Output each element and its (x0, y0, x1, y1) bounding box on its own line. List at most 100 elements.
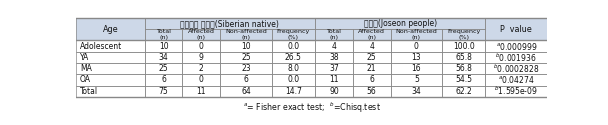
Bar (315, 63, 353, 74)
Text: 8.0: 8.0 (288, 64, 299, 73)
Bar (220, 74, 272, 86)
Bar (485, 74, 547, 86)
Text: 65.8: 65.8 (455, 53, 472, 62)
Text: 0.0: 0.0 (288, 42, 300, 51)
Text: 54.5: 54.5 (455, 75, 472, 84)
Bar (315, 52, 353, 63)
Bar (76, 63, 145, 74)
Bar (485, 63, 547, 74)
Text: Total
(n): Total (n) (156, 29, 171, 40)
Bar (353, 40, 390, 52)
Bar (353, 29, 390, 40)
Bar (442, 63, 485, 74)
Bar (145, 74, 182, 86)
Bar (485, 18, 547, 40)
Bar (145, 40, 182, 52)
Text: 13: 13 (412, 53, 421, 62)
Text: 조선인(Joseon people): 조선인(Joseon people) (364, 19, 437, 28)
Bar (390, 74, 442, 86)
Text: 9: 9 (199, 53, 204, 62)
Text: $^{a}$0.04274: $^{a}$0.04274 (498, 74, 534, 85)
Bar (220, 40, 272, 52)
Text: 34: 34 (412, 87, 421, 96)
Bar (76, 52, 145, 63)
Bar (182, 63, 220, 74)
Bar (353, 52, 390, 63)
Bar (390, 40, 442, 52)
Text: 21: 21 (367, 64, 376, 73)
Bar (485, 86, 547, 97)
Text: 56: 56 (367, 87, 376, 96)
Bar (145, 86, 182, 97)
Bar (182, 40, 220, 52)
Text: OA: OA (80, 75, 91, 84)
Bar (390, 52, 442, 63)
Bar (145, 29, 182, 40)
Bar (315, 40, 353, 52)
Bar (390, 63, 442, 74)
Bar (220, 29, 272, 40)
Bar (182, 52, 220, 63)
Bar (272, 63, 315, 74)
Bar (315, 74, 353, 86)
Bar (272, 86, 315, 97)
Bar (145, 40, 182, 52)
Bar (315, 40, 353, 52)
Bar (76, 18, 145, 40)
Bar (353, 52, 390, 63)
Bar (76, 63, 145, 74)
Bar (485, 74, 547, 86)
Text: 11: 11 (196, 87, 206, 96)
Text: 16: 16 (412, 64, 421, 73)
Bar (485, 63, 547, 74)
Bar (145, 86, 182, 97)
Bar (485, 18, 547, 40)
Bar (353, 63, 390, 74)
Bar (315, 63, 353, 74)
Text: 5: 5 (414, 75, 419, 84)
Bar (272, 29, 315, 40)
Bar (442, 40, 485, 52)
Bar (182, 86, 220, 97)
Bar (353, 86, 390, 97)
Bar (76, 40, 145, 52)
Bar (272, 40, 315, 52)
Bar (442, 52, 485, 63)
Bar (272, 52, 315, 63)
Text: 0: 0 (199, 75, 204, 84)
Bar (182, 52, 220, 63)
Text: 90: 90 (329, 87, 339, 96)
Text: $^{b}$1.595e-09: $^{b}$1.595e-09 (494, 85, 538, 97)
Bar (182, 29, 220, 40)
Bar (390, 29, 442, 40)
Bar (220, 52, 272, 63)
Text: Adolescent: Adolescent (80, 42, 122, 51)
Bar (315, 18, 485, 29)
Bar (145, 29, 182, 40)
Bar (353, 86, 390, 97)
Bar (353, 40, 390, 52)
Bar (182, 63, 220, 74)
Text: $^{b}$0.0002828: $^{b}$0.0002828 (493, 62, 539, 75)
Bar (390, 29, 442, 40)
Bar (315, 18, 485, 29)
Bar (353, 63, 390, 74)
Bar (220, 40, 272, 52)
Text: Affected
(n): Affected (n) (358, 29, 385, 40)
Bar (220, 86, 272, 97)
Text: 34: 34 (159, 53, 168, 62)
Bar (485, 40, 547, 52)
Text: $^{b}$0.001936: $^{b}$0.001936 (496, 51, 537, 64)
Bar (442, 29, 485, 40)
Bar (390, 63, 442, 74)
Text: 100.0: 100.0 (453, 42, 475, 51)
Text: 2: 2 (199, 64, 204, 73)
Text: $^{a}$0.000999: $^{a}$0.000999 (496, 41, 537, 52)
Text: Total: Total (80, 87, 98, 96)
Bar (390, 86, 442, 97)
Bar (315, 86, 353, 97)
Text: 14.7: 14.7 (285, 87, 302, 96)
Bar (220, 86, 272, 97)
Text: Age: Age (103, 25, 118, 34)
Bar (272, 74, 315, 86)
